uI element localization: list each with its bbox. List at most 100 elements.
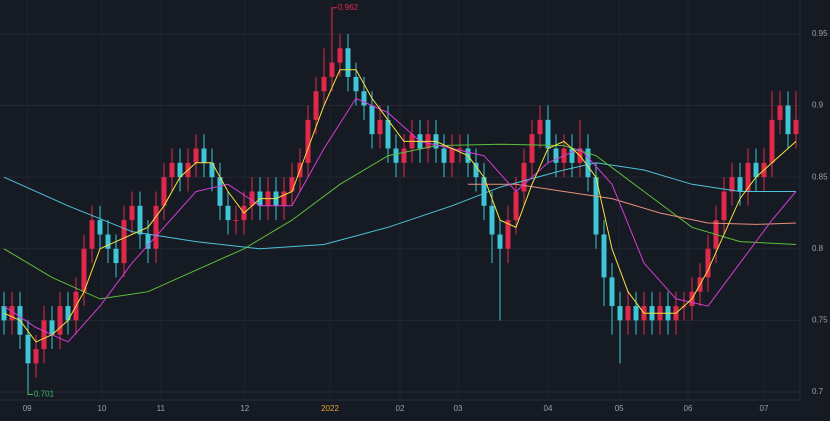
candle-body [337,48,343,63]
candle-body [385,119,391,149]
candle-body [353,76,359,92]
candle-body [625,306,631,321]
annotation-label: 0.962 [338,3,359,12]
candle-body [441,148,447,163]
candle-body [705,248,711,278]
candle-body [369,105,375,135]
x-tick-label: 09 [23,404,32,413]
candle-body [593,177,599,235]
candle-body [201,148,207,163]
candle-body [33,349,39,364]
y-tick-label: 0.9 [812,101,824,110]
candle-body [97,220,103,235]
y-tick-label: 0.8 [812,244,824,253]
candle-body [81,248,87,292]
candle-body [345,48,351,77]
candle-body [513,191,519,221]
candle-body [305,119,311,163]
candle-body [753,162,759,178]
candle-body [313,91,319,120]
x-tick-label: 12 [240,404,249,413]
candle-body [361,91,367,106]
y-tick-label: 0.75 [812,315,828,324]
candle-body [281,191,287,206]
candle-body [729,177,735,192]
candle-body [473,162,479,178]
candle-body [49,320,55,335]
candle-body [401,148,407,163]
candle-body [585,148,591,178]
candle-body [161,177,167,206]
moving-average-line [3,162,796,250]
y-tick-label: 0.7 [812,387,824,396]
candle-body [145,234,151,249]
candle-body [105,234,111,249]
candle-body [785,105,791,135]
candle-body [745,162,751,192]
candle-body [633,306,639,321]
moving-average-line [3,143,797,300]
candle-body [521,162,527,192]
x-tick-label: 05 [615,404,624,413]
x-tick-label: 04 [544,404,553,413]
candle-body [609,277,615,307]
candle-body [329,62,335,77]
candle-body [569,148,575,163]
x-tick-label: 11 [157,404,166,413]
candle-body [129,205,135,221]
candle-body [217,177,223,206]
candle-body [65,306,71,321]
x-tick-label: 03 [454,404,463,413]
candle-body [321,76,327,92]
candle-body [545,119,551,149]
candle-body [553,148,559,163]
candle-body [209,162,215,178]
x-tick-label: 02 [396,404,405,413]
candle-body [153,205,159,249]
candle-body [225,205,231,221]
x-tick-label: 10 [98,404,107,413]
y-tick-label: 0.85 [812,172,828,181]
candle-body [121,220,127,264]
candle-body [25,334,31,364]
candle-body [113,248,119,264]
x-tick-label: 06 [684,404,693,413]
candle-body [449,148,455,163]
candle-body [233,220,239,222]
candle-body [193,148,199,163]
candle-body [497,234,503,249]
candle-body [57,306,63,335]
candle-body [289,177,295,192]
moving-average-line [3,97,797,343]
x-tick-label: 2022 [321,404,339,413]
candle-body [721,191,727,221]
candle-body [457,148,463,150]
candle-body [377,119,383,135]
candle-body [481,177,487,206]
candle-body [737,177,743,192]
annotation-pointer [331,7,337,17]
candle-body [617,306,623,321]
candle-body [793,119,799,135]
moving-average-line [3,69,797,343]
candle-body [537,119,543,135]
candle-body [601,234,607,278]
candle-body [529,134,535,163]
candle-body [489,205,495,235]
candle-body [777,105,783,120]
x-tick-label: 07 [760,404,769,413]
candle-body [169,162,175,178]
candle-body [9,306,15,321]
y-tick-label: 0.95 [812,29,828,38]
candle-body [393,148,399,163]
candle-body [41,320,47,350]
candle-body [505,220,511,249]
annotation-pointer [27,390,33,396]
candle-body [137,205,143,235]
annotation-label: 0.701 [34,390,55,399]
candle-body [89,220,95,249]
candle-body [769,119,775,163]
candle-body [249,191,255,206]
